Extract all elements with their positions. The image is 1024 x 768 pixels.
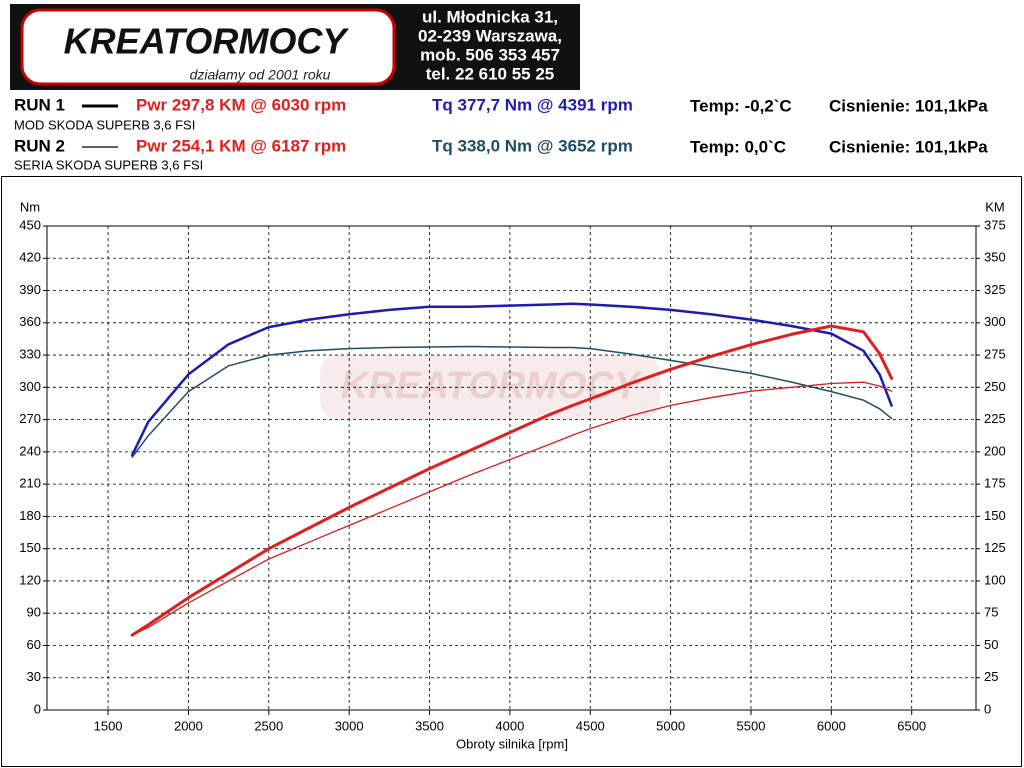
x-axis-label: Obroty silnika [rpm] [456, 736, 568, 751]
watermark: KREATORMOCY [341, 365, 643, 407]
x-tick-label: 3000 [335, 718, 364, 733]
run-temp: Temp: -0,2`C [690, 96, 792, 115]
x-tick-label: 3500 [415, 718, 444, 733]
x-tick-label: 6000 [817, 718, 846, 733]
run-description: SERIA SKODA SUPERB 3,6 FSI [14, 157, 203, 172]
y2-tick-label: 225 [984, 411, 1006, 426]
y2-tick-label: 275 [984, 347, 1006, 362]
plot-area [46, 225, 977, 711]
x-tick-label: 1500 [94, 718, 123, 733]
run-power: Pwr 297,8 KM @ 6030 rpm [136, 95, 346, 114]
y-tick-label: 150 [19, 540, 41, 555]
curve [130, 302, 893, 457]
run-temp: Temp: 0,0`C [690, 137, 786, 156]
y-tick-label: 30 [27, 669, 41, 684]
y-tick-label: 210 [19, 476, 41, 491]
y2-tick-label: 375 [984, 217, 1006, 232]
y2-tick-label: 100 [984, 572, 1006, 587]
run-pressure: Cisnienie: 101,1kPa [829, 96, 988, 115]
y-tick-label: 120 [19, 572, 41, 587]
y2-tick-label: 125 [984, 540, 1006, 555]
y2-tick-label: 325 [984, 282, 1006, 297]
y-tick-label: 270 [19, 411, 41, 426]
address-line: ul. Młodnicka 31, [422, 7, 558, 26]
y2-tick-label: 25 [984, 669, 998, 684]
y-tick-label: 420 [19, 250, 41, 265]
y-tick-label: 60 [27, 637, 41, 652]
x-tick-label: 6500 [897, 718, 926, 733]
x-tick-label: 4500 [576, 718, 605, 733]
chart-frame [1, 176, 1022, 767]
y2-tick-label: 175 [984, 476, 1006, 491]
y-axis-label: Nm [20, 199, 40, 214]
y-tick-label: 90 [27, 605, 41, 620]
y-tick-label: 330 [19, 347, 41, 362]
address-line: tel. 22 610 55 25 [426, 64, 555, 83]
y2-tick-label: 75 [984, 605, 998, 620]
address-line: mob. 506 353 457 [420, 45, 560, 64]
run-power: Pwr 254,1 KM @ 6187 rpm [136, 136, 346, 155]
y2-tick-label: 200 [984, 443, 1006, 458]
curve [131, 345, 893, 458]
y-tick-label: 360 [19, 314, 41, 329]
x-tick-label: 4000 [495, 718, 524, 733]
y-tick-label: 0 [34, 701, 41, 716]
y2-tick-label: 0 [984, 701, 991, 716]
curve [131, 381, 893, 636]
y2-tick-label: 50 [984, 637, 998, 652]
run-label: RUN 2 [14, 136, 65, 155]
y2-tick-label: 150 [984, 508, 1006, 523]
run-torque: Tq 377,7 Nm @ 4391 rpm [432, 95, 633, 114]
run-pressure: Cisnienie: 101,1kPa [829, 137, 988, 156]
y2-tick-label: 250 [984, 379, 1006, 394]
x-tick-label: 5500 [737, 718, 766, 733]
y-tick-label: 240 [19, 443, 41, 458]
y-tick-label: 180 [19, 508, 41, 523]
y2-axis-label: KM [985, 199, 1005, 214]
run-info: RUN 1 Pwr 297,8 KM @ 6030 rpm Tq 377,7 N… [14, 95, 988, 172]
x-tick-label: 5000 [656, 718, 685, 733]
logo-panel [20, 8, 396, 86]
y-tick-label: 390 [19, 282, 41, 297]
run-label: RUN 1 [14, 95, 65, 114]
x-tick-label: 2000 [174, 718, 203, 733]
y-tick-label: 300 [19, 379, 41, 394]
curve [130, 324, 894, 637]
y2-tick-label: 350 [984, 250, 1006, 265]
address-line: 02-239 Warszawa, [418, 26, 562, 45]
x-tick-label: 2500 [254, 718, 283, 733]
logo: KREATORMOCY [64, 21, 350, 62]
run-torque: Tq 338,0 Nm @ 3652 rpm [432, 136, 633, 155]
slogan: działamy od 2001 roku [190, 67, 331, 83]
y2-tick-label: 300 [984, 314, 1006, 329]
run-description: MOD SKODA SUPERB 3,6 FSI [14, 117, 195, 132]
y-tick-label: 450 [19, 217, 41, 232]
